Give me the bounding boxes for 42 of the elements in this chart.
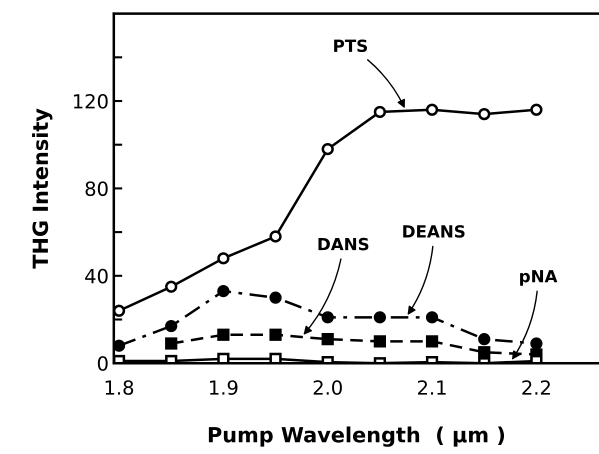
point bbox=[478, 346, 490, 358]
text: pNA bbox=[520, 270, 558, 286]
point bbox=[374, 335, 386, 348]
text: DANS bbox=[318, 238, 368, 250]
point bbox=[374, 106, 386, 118]
point bbox=[269, 328, 282, 341]
point bbox=[426, 104, 438, 116]
point bbox=[269, 292, 282, 304]
point bbox=[114, 304, 126, 317]
x-tick-label: 2.1 bbox=[418, 380, 446, 395]
point bbox=[322, 311, 334, 324]
point bbox=[217, 284, 230, 298]
point bbox=[114, 340, 126, 352]
point bbox=[217, 352, 230, 364]
x-tick-label: 1.9 bbox=[210, 380, 238, 395]
x-tick-label: 2.0 bbox=[314, 380, 342, 395]
x-tick-label: 2.2 bbox=[522, 380, 550, 395]
point bbox=[165, 337, 178, 350]
point bbox=[530, 337, 543, 350]
point bbox=[426, 335, 438, 348]
y-tick-label: 40 bbox=[85, 268, 108, 284]
y-tick-label: 120 bbox=[74, 94, 108, 109]
point bbox=[322, 333, 334, 346]
point bbox=[322, 142, 334, 156]
point bbox=[478, 333, 490, 346]
text: DEANS bbox=[403, 225, 465, 238]
y-tick-label: 0 bbox=[98, 356, 108, 371]
point bbox=[478, 108, 490, 120]
x-axis-title: Pump Wavelength ( μm ) bbox=[208, 426, 504, 447]
point bbox=[217, 328, 230, 341]
point bbox=[426, 311, 438, 324]
point bbox=[530, 104, 543, 116]
point bbox=[269, 230, 282, 243]
x-tick-label: 1.8 bbox=[106, 380, 134, 395]
point bbox=[374, 311, 386, 324]
point bbox=[165, 320, 178, 332]
point bbox=[165, 280, 178, 293]
point bbox=[269, 352, 282, 364]
point bbox=[217, 252, 230, 264]
y-axis-title: THG Intensity bbox=[32, 108, 52, 269]
y-tick-label: 80 bbox=[86, 181, 108, 196]
text: PTS bbox=[334, 39, 367, 52]
